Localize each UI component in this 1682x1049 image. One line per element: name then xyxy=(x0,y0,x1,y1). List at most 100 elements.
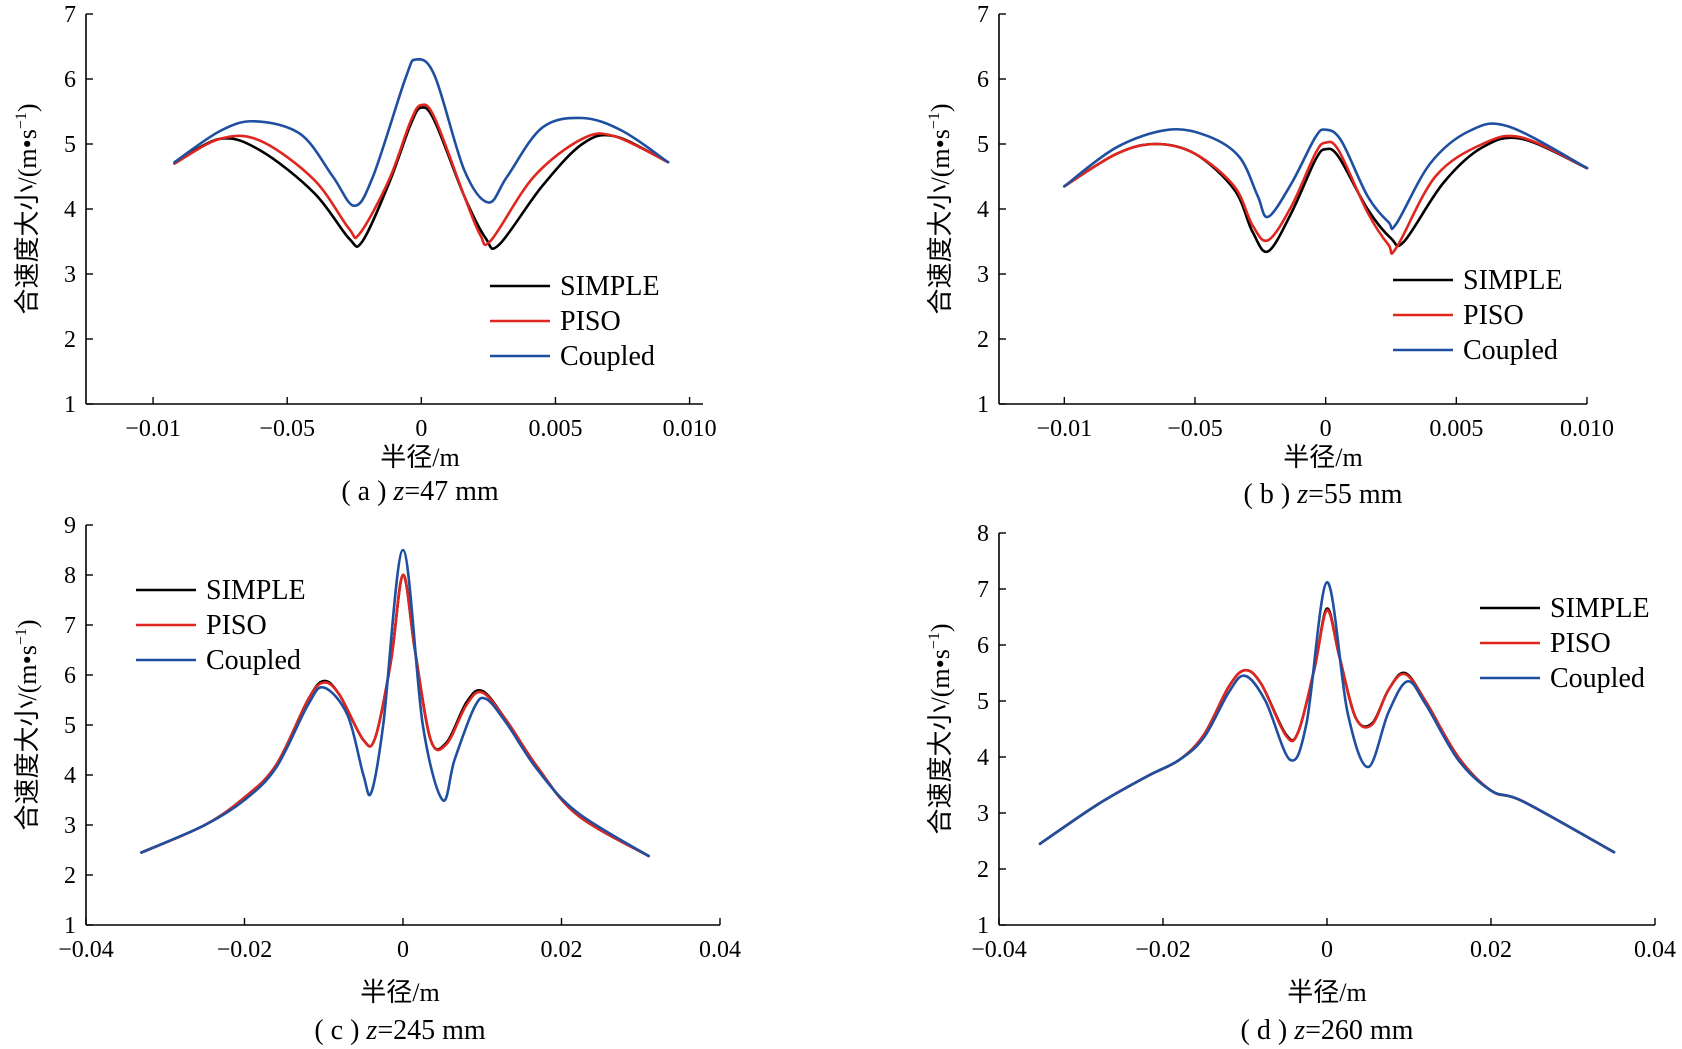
caption-var: z xyxy=(1296,479,1308,510)
y-tick-label: 5 xyxy=(64,713,76,739)
y-tick-label: 6 xyxy=(977,67,989,93)
y-tick-label: 3 xyxy=(64,813,76,839)
y-tick-label: 3 xyxy=(977,801,989,827)
y-axis-label: 合速度大小/(m•s−1) xyxy=(13,103,42,314)
x-tick-label: 0.010 xyxy=(663,416,717,442)
series-line-simple xyxy=(173,106,670,250)
series-line-piso xyxy=(173,103,670,247)
x-tick-label: −0.02 xyxy=(217,937,273,963)
legend-label-piso: PISO xyxy=(1550,628,1611,659)
y-tick-label: 3 xyxy=(64,262,76,288)
y-tick-label: 7 xyxy=(64,613,76,639)
caption-rest: =245 mm xyxy=(377,1015,486,1046)
legend-label-simple: SIMPLE xyxy=(206,575,306,606)
chart-panel-b: 1 2 3 4 5 6 7 −0.01 −0.05 0 0.005 0.010 半径/m 合速度大小/(m… xyxy=(926,2,1614,510)
x-axis-label: 半径/m xyxy=(1287,978,1366,1007)
y-tick-label: 7 xyxy=(977,577,989,603)
caption-prefix: ( d ) xyxy=(1241,1015,1295,1046)
y-tick-label: 4 xyxy=(977,197,989,223)
x-tick-label: −0.01 xyxy=(1037,416,1093,442)
legend-label-simple: SIMPLE xyxy=(560,271,660,302)
y-tick-label: 6 xyxy=(64,663,76,689)
y-tick-label: 6 xyxy=(977,633,989,659)
x-tick-label: 0 xyxy=(397,937,409,963)
panel-caption: ( a ) z=47 mm xyxy=(341,476,499,507)
y-axis-label: 合速度大小/(m•s−1) xyxy=(926,623,955,834)
series-line-piso xyxy=(1038,608,1616,854)
x-axis-label: 半径/m xyxy=(1283,443,1362,472)
y-tick-label: 7 xyxy=(977,2,989,28)
x-tick-label: 0.010 xyxy=(1560,416,1614,442)
y-tick-label: 1 xyxy=(977,913,989,939)
y-axis-label-end: ) xyxy=(13,103,42,112)
series-line-coupled xyxy=(1063,122,1589,231)
chart-panel-a: 1 2 3 4 5 6 7 −0.01 −0.05 0 0.005 0.010 半径/m 合速度大小/(m… xyxy=(13,2,717,507)
y-tick-label: 9 xyxy=(64,513,76,539)
x-tick-label: 0 xyxy=(415,416,427,442)
caption-prefix: ( a ) xyxy=(341,476,393,507)
caption-prefix: ( b ) xyxy=(1244,479,1298,510)
x-tick-label: 0.04 xyxy=(1634,937,1676,963)
y-tick-label: 2 xyxy=(64,327,76,353)
legend-label-piso: PISO xyxy=(206,610,267,641)
chart-panel-d: 1 2 3 4 5 6 7 8 −0.04 −0.02 0 0.02 0.04 半径/m 合速度大小/(m•… xyxy=(926,521,1676,1046)
x-tick-label: −0.01 xyxy=(125,416,181,442)
legend: SIMPLE PISO Coupled xyxy=(1480,593,1650,694)
y-tick-label: 4 xyxy=(64,197,76,223)
y-tick-label: 8 xyxy=(977,521,989,547)
y-axis-label-sup: −1 xyxy=(926,112,943,129)
legend: SIMPLE PISO Coupled xyxy=(1393,265,1563,366)
legend-label-piso: PISO xyxy=(1463,300,1524,331)
y-axis-label: 合速度大小/(m•s−1) xyxy=(926,103,955,314)
x-tick-label: 0 xyxy=(1320,416,1332,442)
caption-prefix: ( c ) xyxy=(314,1015,366,1046)
y-tick-label: 4 xyxy=(64,763,76,789)
panel-caption: ( b ) z=55 mm xyxy=(1244,479,1403,510)
y-axis-label-end: ) xyxy=(926,623,955,632)
x-tick-label: −0.05 xyxy=(259,416,315,442)
panel-caption: ( d ) z=260 mm xyxy=(1241,1015,1414,1046)
y-tick-label: 8 xyxy=(64,563,76,589)
x-axis-label: 半径/m xyxy=(380,443,459,472)
y-tick-label: 5 xyxy=(64,132,76,158)
panel-caption: ( c ) z=245 mm xyxy=(314,1015,486,1046)
x-tick-label: −0.04 xyxy=(58,937,114,963)
y-tick-label: 6 xyxy=(64,67,76,93)
caption-var: z xyxy=(392,476,404,507)
x-tick-label: 0.02 xyxy=(541,937,583,963)
y-tick-label: 5 xyxy=(977,132,989,158)
caption-var: z xyxy=(365,1015,377,1046)
x-axis-label: 半径/m xyxy=(360,978,439,1007)
y-tick-label: 2 xyxy=(977,857,989,883)
y-tick-label: 1 xyxy=(64,913,76,939)
caption-rest: =260 mm xyxy=(1305,1015,1414,1046)
caption-rest: =55 mm xyxy=(1308,479,1403,510)
series-line-piso xyxy=(1063,134,1589,255)
series-line-coupled xyxy=(140,548,650,858)
y-axis-label-end: ) xyxy=(13,619,42,628)
series-line-simple xyxy=(1063,136,1589,254)
x-tick-label: −0.05 xyxy=(1167,416,1223,442)
y-tick-label: 5 xyxy=(977,689,989,715)
y-axis-label-end: ) xyxy=(926,103,955,112)
x-tick-label: 0.02 xyxy=(1470,937,1512,963)
x-tick-label: −0.04 xyxy=(971,937,1027,963)
y-axis-label-main: 合速度大小/(m•s xyxy=(13,129,42,314)
legend-label-piso: PISO xyxy=(560,306,621,337)
y-axis-label-main: 合速度大小/(m•s xyxy=(926,649,955,834)
series-line-simple xyxy=(1038,607,1616,854)
legend-label-simple: SIMPLE xyxy=(1550,593,1650,624)
y-tick-label: 4 xyxy=(977,745,989,771)
legend: SIMPLE PISO Coupled xyxy=(490,271,660,372)
legend-label-coupled: Coupled xyxy=(206,645,301,676)
y-axis-label: 合速度大小/(m•s−1) xyxy=(13,619,42,830)
x-tick-label: 0.04 xyxy=(699,937,741,963)
legend: SIMPLE PISO Coupled xyxy=(136,575,306,676)
y-tick-label: 7 xyxy=(64,2,76,28)
x-tick-label: 0.005 xyxy=(528,416,582,442)
y-tick-label: 1 xyxy=(977,392,989,418)
y-tick-label: 3 xyxy=(977,262,989,288)
y-axis-label-main: 合速度大小/(m•s xyxy=(926,129,955,314)
x-tick-label: 0 xyxy=(1321,937,1333,963)
